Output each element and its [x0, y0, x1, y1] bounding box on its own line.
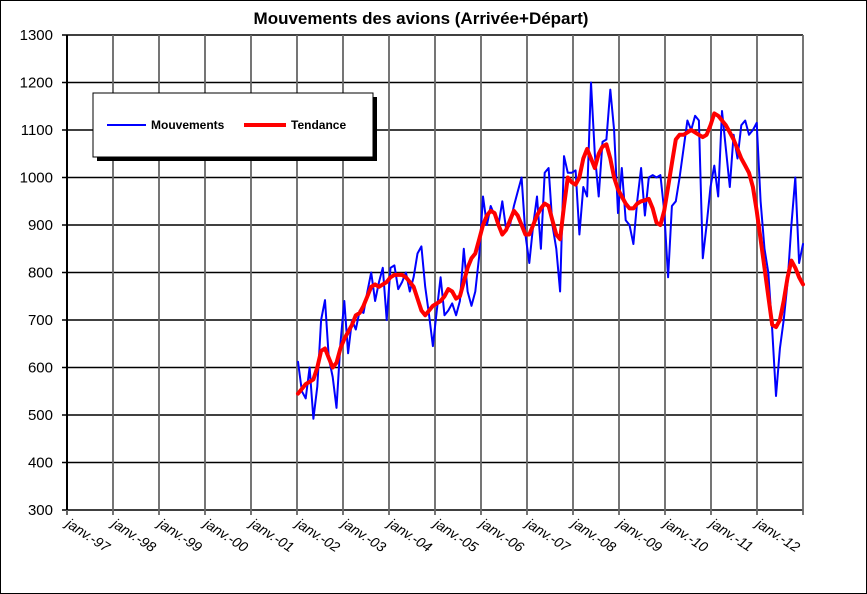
y-tick-label: 900	[28, 217, 53, 234]
y-tick-label: 1100	[21, 122, 53, 139]
x-axis-ticks: janv.-97janv.-98janv.-99janv.-00janv.-01…	[62, 514, 803, 556]
y-tick-label: 500	[28, 407, 53, 424]
x-tick-label: janv.-10	[660, 514, 711, 555]
x-tick-label: janv.-08	[568, 514, 619, 555]
x-tick-label: janv.-06	[476, 514, 527, 555]
legend-label-tendance: Tendance	[291, 118, 346, 132]
x-tick-label: janv.-02	[292, 514, 343, 555]
x-tick-label: janv.-03	[338, 514, 389, 555]
x-tick-label: janv.-11	[706, 514, 756, 555]
x-tick-label: janv.-09	[614, 514, 665, 555]
y-tick-label: 400	[28, 455, 53, 472]
series-tendance	[296, 111, 805, 396]
legend: Mouvements Tendance	[92, 92, 377, 161]
x-tick-label: janv.-99	[154, 514, 205, 555]
y-tick-label: 700	[28, 312, 53, 329]
x-tick-label: janv.-97	[62, 514, 114, 556]
y-tick-label: 600	[28, 360, 53, 377]
legend-label-mouvements: Mouvements	[151, 118, 225, 132]
y-tick-label: 800	[28, 265, 53, 282]
x-tick-label: janv.-01	[246, 514, 297, 555]
y-tick-label: 1000	[20, 170, 53, 187]
x-tick-label: janv.-05	[430, 514, 481, 555]
x-tick-label: janv.-07	[522, 514, 574, 556]
x-tick-label: janv.-00	[200, 514, 251, 555]
y-tick-label: 1300	[20, 27, 53, 44]
y-tick-label: 1200	[20, 75, 53, 92]
y-axis-ticks: 300 400 500 600 700 800 900 1000 1100 1200 1300	[20, 27, 53, 519]
chart-title: Mouvements des avions (Arrivée+Départ)	[254, 9, 589, 28]
series-lines	[296, 81, 805, 420]
y-tick-label: 300	[28, 502, 53, 519]
x-tick-label: janv.-98	[108, 514, 159, 555]
series-mouvements	[297, 81, 804, 420]
x-tick-label: janv.-04	[384, 514, 435, 555]
x-tick-label: janv.-12	[752, 514, 803, 555]
